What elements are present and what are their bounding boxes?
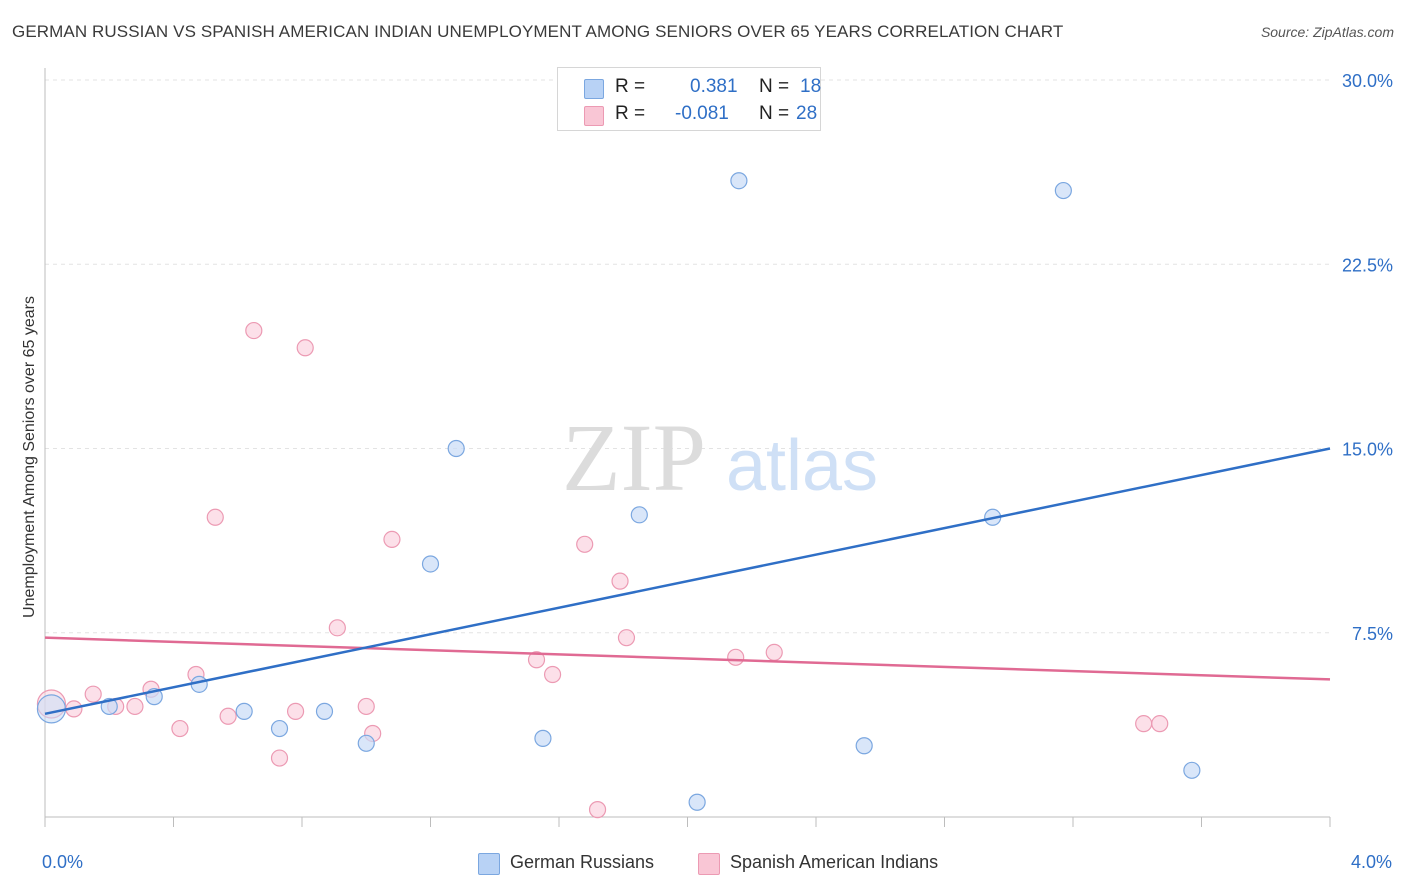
- spanish-american-indians-point: [727, 648, 745, 666]
- spanish-american-indians-point: [1151, 715, 1169, 733]
- legend-swatch-pink: [584, 106, 604, 126]
- correlation-legend: R = 0.381 N = 18 R = -0.081 N = 28: [557, 67, 821, 131]
- spanish-american-indians-point: [286, 702, 305, 720]
- german-russians-point: [447, 439, 465, 458]
- german-russians-point: [1183, 761, 1201, 779]
- legend-n-label: N =: [759, 103, 790, 124]
- y-tick-label: 7.5%: [1352, 624, 1393, 644]
- spanish-american-indians-point: [219, 707, 237, 725]
- spanish-american-indians-points: [36, 321, 1169, 819]
- spanish-american-indians-point: [1135, 715, 1153, 733]
- german-russians-point: [730, 172, 748, 190]
- german-russians-trend-line: [44, 447, 1331, 716]
- watermark-zip: ZIP: [562, 404, 706, 511]
- y-tick-label: 15.0%: [1342, 440, 1393, 460]
- german-russians-point: [315, 702, 334, 720]
- y-tick-label: 30.0%: [1342, 71, 1393, 91]
- series-swatch-pink: [698, 853, 720, 875]
- legend-n-value: 18: [800, 76, 822, 97]
- legend-r-value: 0.381: [690, 76, 738, 97]
- german-russians-point: [855, 737, 873, 755]
- series-swatch-blue: [478, 853, 500, 875]
- spanish-american-indians-point: [126, 697, 144, 716]
- german-russians-points: [36, 172, 1201, 811]
- spanish-american-indians-point: [576, 535, 594, 553]
- series-name: German Russians: [510, 852, 655, 872]
- y-tick-label: 22.5%: [1342, 255, 1393, 275]
- german-russians-point: [630, 506, 648, 524]
- spanish-american-indians-point: [270, 749, 289, 767]
- spanish-american-indians-point: [588, 801, 607, 819]
- spanish-american-indians-point: [328, 619, 346, 637]
- series-name: Spanish American Indians: [730, 852, 939, 872]
- spanish-american-indians-point: [527, 651, 546, 669]
- spanish-american-indians-point: [383, 530, 401, 548]
- legend-n-value: 28: [796, 103, 818, 124]
- watermark-atlas: atlas: [726, 426, 878, 506]
- german-russians-point: [1054, 181, 1072, 200]
- y-tick-labels: 7.5% 15.0% 22.5% 30.0%: [1342, 71, 1393, 644]
- spanish-american-indians-point: [617, 629, 636, 647]
- german-russians-point: [235, 702, 253, 720]
- german-russians-point: [270, 719, 289, 738]
- legend-r-label: R =: [615, 103, 646, 124]
- legend-swatch-blue: [584, 79, 604, 99]
- legend-n-label: N =: [759, 76, 790, 97]
- spanish-american-indians-point: [611, 572, 629, 590]
- german-russians-point: [421, 555, 440, 573]
- source-label: Source: ZipAtlas.com: [1260, 24, 1394, 40]
- legend-r-value: -0.081: [675, 103, 729, 124]
- german-russians-point: [534, 729, 552, 747]
- x-axis-min-label: 0.0%: [42, 852, 84, 872]
- spanish-american-indians-point: [84, 685, 102, 703]
- german-russians-point: [357, 734, 375, 752]
- gridlines: [45, 79, 1330, 634]
- trend-lines: [44, 447, 1331, 716]
- spanish-american-indians-point: [357, 697, 375, 716]
- spanish-american-indians-point: [765, 643, 783, 662]
- spanish-american-indians-point: [206, 508, 224, 526]
- x-axis-max-label: 4.0%: [1350, 852, 1392, 872]
- chart-title: GERMAN RUSSIAN VS SPANISH AMERICAN INDIA…: [12, 22, 1064, 41]
- german-russians-point: [36, 694, 67, 724]
- spanish-american-indians-trend-line: [44, 636, 1331, 681]
- spanish-american-indians-point: [543, 665, 562, 684]
- legend-r-label: R =: [615, 76, 646, 97]
- german-russians-point: [688, 793, 706, 811]
- watermark: ZIP atlas: [562, 404, 878, 511]
- spanish-american-indians-point: [171, 719, 189, 738]
- spanish-american-indians-point: [296, 339, 314, 357]
- spanish-american-indians-point: [245, 321, 263, 340]
